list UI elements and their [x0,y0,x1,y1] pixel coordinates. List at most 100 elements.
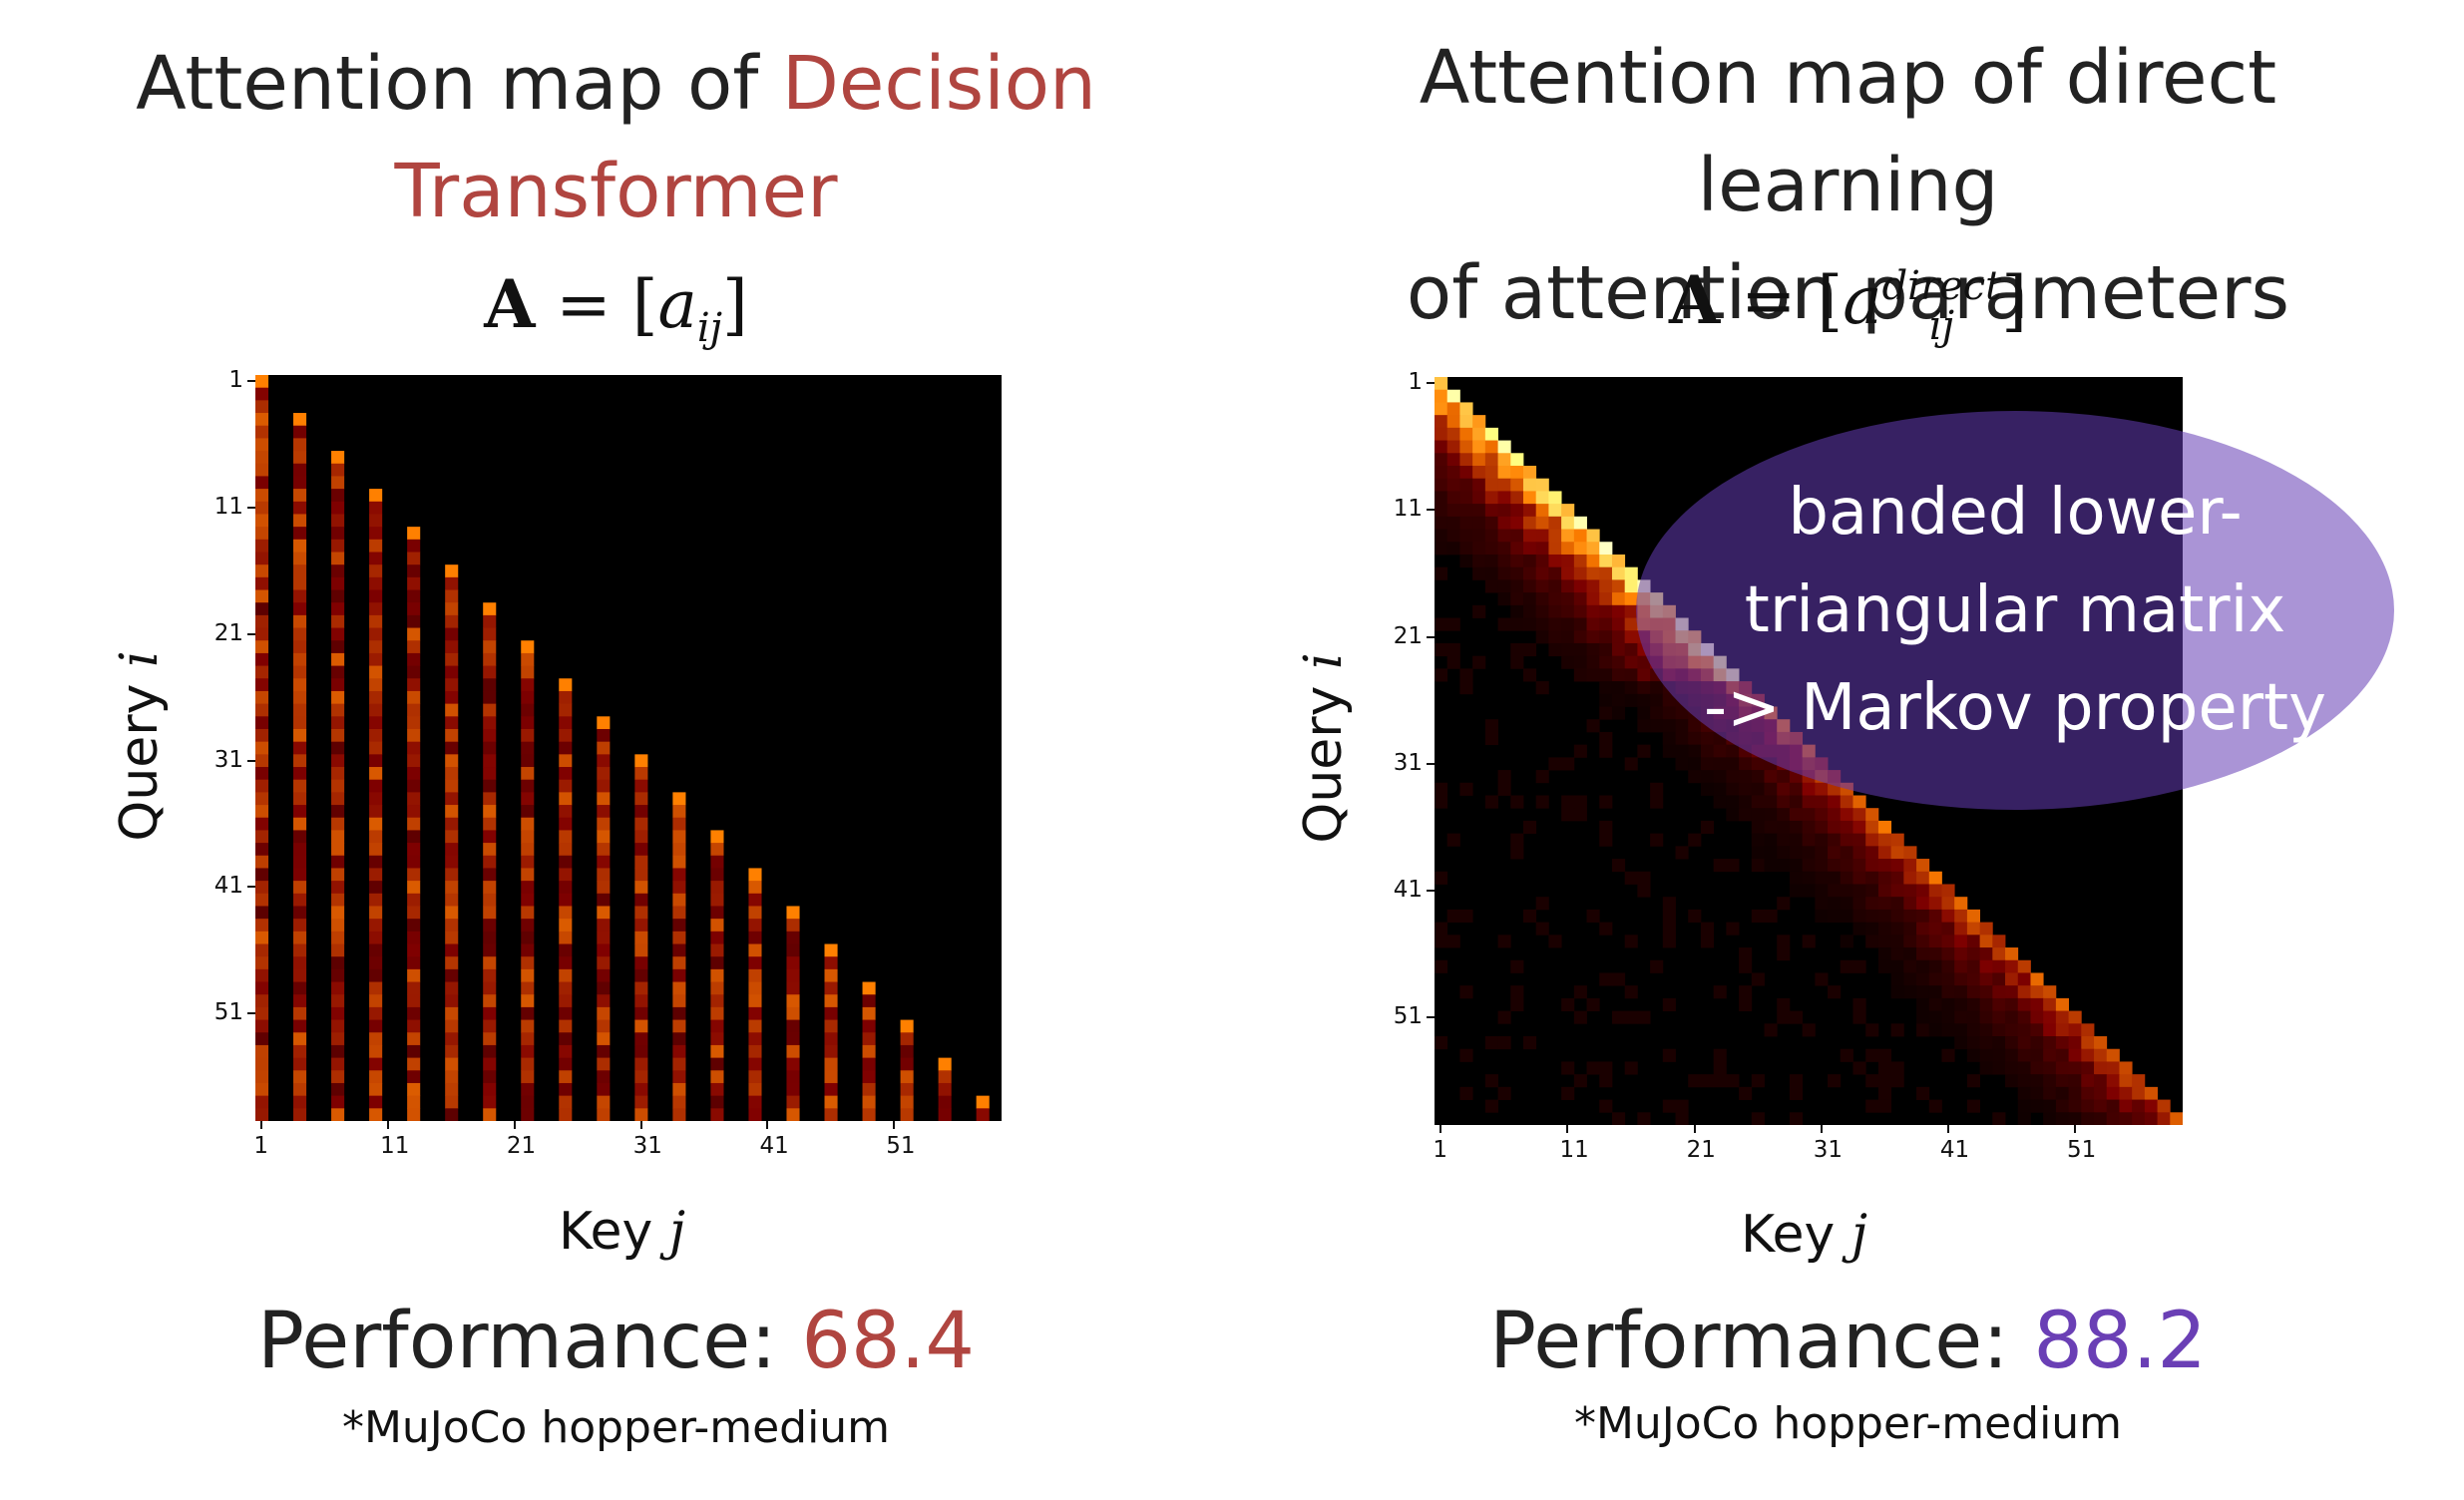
left-heatmap-cell [748,1032,762,1046]
left-heatmap-cell [634,956,648,970]
right-y-tick-mark [1427,889,1435,892]
right-heatmap-cell [1599,706,1613,720]
left-heatmap-cell [445,728,459,743]
right-y-axis-label: Query i [1294,648,1354,848]
right-heatmap-cell [1472,415,1486,429]
callout-line-1: banded lower- [1788,476,2243,550]
right-heatmap-cell [1548,630,1562,644]
left-heatmap-cell [824,1095,838,1109]
left-heatmap-cell [862,1057,876,1071]
left-heatmap-cell [634,981,648,995]
right-heatmap-cell [1459,1048,1473,1062]
right-heatmap-cell [1510,592,1524,606]
right-heatmap-cell [1624,604,1638,618]
right-heatmap-cell [1459,516,1473,530]
left-heatmap-cell [369,741,383,755]
right-heatmap-cell [2106,1112,2120,1125]
right-heatmap-cell [1459,415,1473,429]
right-heatmap-cell [1510,833,1524,847]
right-heatmap-cell [1472,542,1486,556]
right-heatmap-cell [1548,491,1562,505]
left-heatmap-cell [445,741,459,755]
right-heatmap-cell [1928,922,1942,936]
right-heatmap-cell [1535,542,1549,556]
left-heatmap-cell [483,602,497,616]
left-heatmap-cell [597,817,611,831]
left-formula-var: a [657,266,697,343]
left-heatmap-cell [255,665,269,679]
right-heatmap-cell [1739,795,1753,809]
left-heatmap-cell [293,728,307,743]
right-heatmap-cell [1802,859,1816,873]
left-heatmap-cell [407,640,421,654]
left-heatmap-cell [407,652,421,666]
left-heatmap-cell [293,830,307,844]
left-heatmap-cell [786,1044,800,1059]
right-heatmap-cell [1573,579,1587,593]
left-heatmap-cell [255,602,269,616]
right-heatmap-cell [1484,465,1498,480]
left-heatmap-cell [255,754,269,768]
left-heatmap-cell [293,652,307,666]
left-heatmap-cell [634,779,648,793]
left-heatmap-cell [559,893,573,907]
right-heatmap-cell [1650,706,1664,720]
right-heatmap-cell [1877,871,1892,885]
left-heatmap-cell [445,805,459,819]
left-heatmap-cell [369,931,383,944]
right-heatmap-cell [1890,909,1904,924]
right-heatmap-cell [1637,668,1651,682]
right-heatmap-cell [1966,1036,1981,1050]
right-heatmap-cell [1815,782,1829,796]
right-heatmap-cell [1675,719,1689,733]
left-heatmap-cell [748,1070,762,1084]
right-heatmap-cell [1789,871,1804,885]
left-performance: Performance: 68.4 [0,1297,1232,1386]
left-heatmap-cell [710,868,724,882]
right-heatmap-cell [2119,1086,2133,1100]
left-heatmap-cell [293,627,307,641]
left-heatmap-cell [862,994,876,1008]
left-heatmap-cell [293,1044,307,1059]
left-heatmap-cell [483,830,497,844]
left-heatmap-cell [255,476,269,490]
right-heatmap-cell [1459,668,1473,682]
right-heatmap-cell [1497,554,1511,568]
right-heatmap-cell [1561,655,1575,669]
right-heatmap-cell [1599,630,1613,644]
right-y-tick-mark [1427,1015,1435,1018]
left-heatmap-cell [255,994,269,1008]
left-heatmap-cell [786,1095,800,1109]
left-heatmap-cell [293,589,307,603]
left-heatmap-cell [369,589,383,603]
right-heatmap-cell [1777,1010,1791,1024]
right-x-tick-mark [1439,1125,1442,1133]
left-heatmap-cell [369,906,383,920]
right-heatmap-cell [1840,859,1853,873]
left-heatmap-cell [559,868,573,882]
right-heatmap-cell [1979,1010,1993,1024]
left-heatmap-cell [483,614,497,628]
right-heatmap-cell [1928,947,1942,961]
right-heatmap-cell [1828,884,1842,898]
right-heatmap-cell [1865,935,1879,948]
right-heatmap-cell [1573,655,1587,669]
right-heatmap-cell [1459,909,1473,924]
left-heatmap-cell [862,1095,876,1109]
left-heatmap-cell [255,640,269,654]
right-heatmap-cell [1535,681,1549,695]
right-formula-eq: = [ [1720,262,1844,339]
left-y-tick-label: 11 [213,494,243,521]
left-heatmap-cell [445,652,459,666]
left-heatmap-cell [483,1044,497,1059]
right-heatmap-cell [1573,642,1587,657]
right-heatmap-cell [1611,630,1626,644]
left-heatmap-cell [672,981,686,995]
right-heatmap-cell [1802,871,1816,885]
left-heatmap-cell [445,1070,459,1084]
right-heatmap-cell [1840,833,1853,847]
left-heatmap-cell [369,1082,383,1097]
left-heatmap-cell [634,1032,648,1046]
left-heatmap-cell [597,906,611,920]
right-heatmap-cell [1751,770,1765,784]
